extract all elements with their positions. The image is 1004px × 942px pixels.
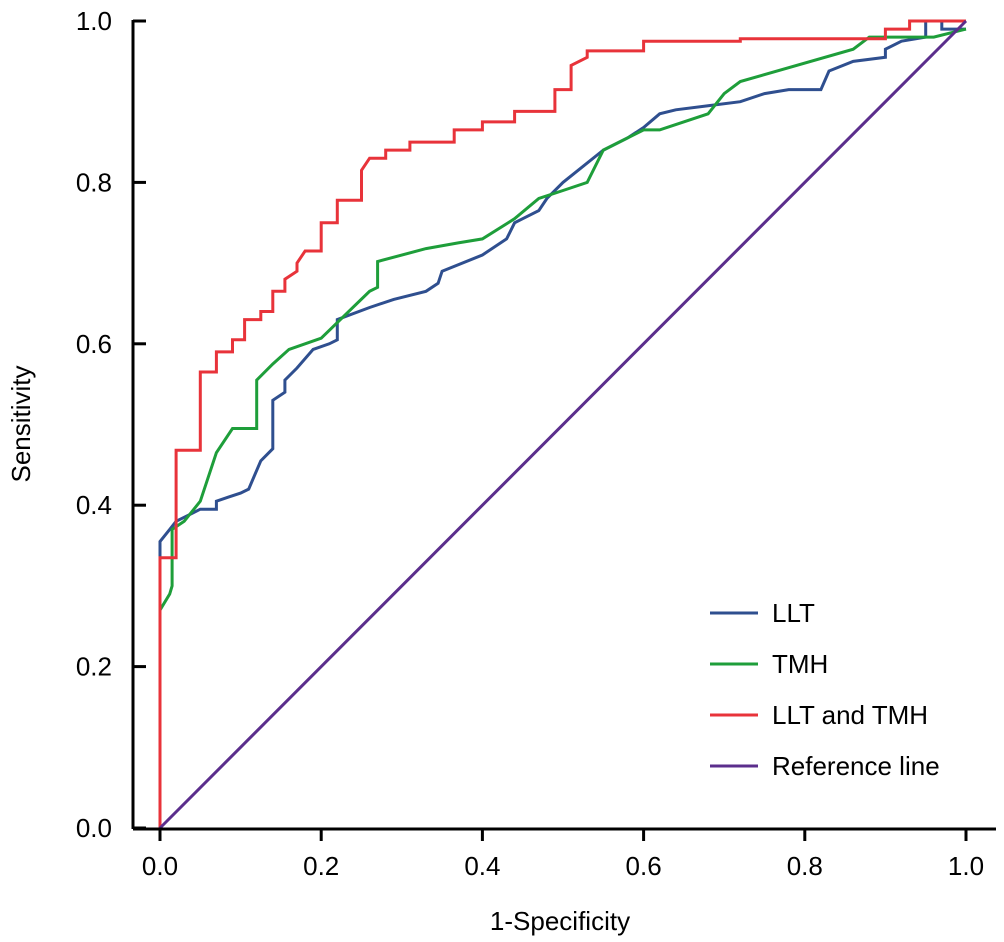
legend-label-tmh: TMH <box>772 649 828 679</box>
x-tick-label: 0.6 <box>626 851 662 881</box>
x-axis-title: 1-Specificity <box>490 906 630 936</box>
y-tick-label: 1.0 <box>76 6 112 36</box>
y-axis-title: Sensitivity <box>6 365 36 482</box>
x-tick-label: 0.4 <box>464 851 500 881</box>
y-tick-label: 0.6 <box>76 329 112 359</box>
series-layer <box>158 19 968 830</box>
legend-label-llt-and-tmh: LLT and TMH <box>772 700 928 730</box>
y-tick-label: 0.0 <box>76 813 112 843</box>
series-line-llt-and-tmh <box>158 19 966 828</box>
axes-layer: 0.0 0.2 0.4 0.6 0.8 1.0 0.0 0.2 0.4 0.6 0.8 1.0 <box>76 6 996 881</box>
x-tick-label: 0.2 <box>303 851 339 881</box>
series-line-reference-line <box>158 19 968 830</box>
series-line-llt <box>158 19 966 828</box>
legend-label-reference-line: Reference line <box>772 751 940 781</box>
y-tick-label: 0.2 <box>76 652 112 682</box>
x-tick-label: 0.0 <box>142 851 178 881</box>
x-tick-label: 0.8 <box>787 851 823 881</box>
x-tick-label: 1.0 <box>948 851 984 881</box>
y-tick-label: 0.4 <box>76 490 112 520</box>
y-tick-label: 0.8 <box>76 167 112 197</box>
series-line-tmh <box>158 27 967 828</box>
legend-label-llt: LLT <box>772 598 815 628</box>
legend: LLT TMH LLT and TMH Reference line <box>710 598 940 781</box>
